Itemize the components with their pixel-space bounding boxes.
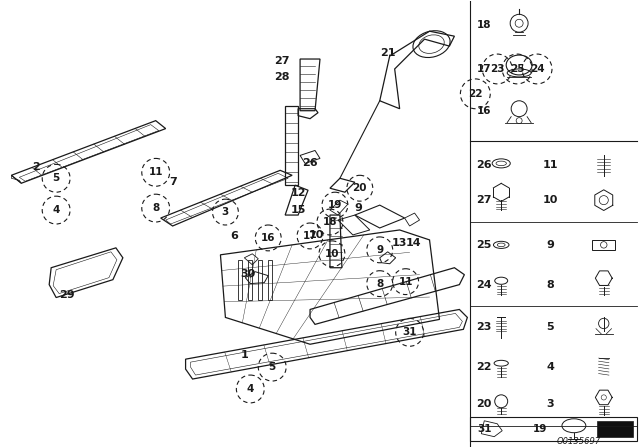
Bar <box>592 240 616 250</box>
Text: 25: 25 <box>510 64 524 74</box>
Text: 17: 17 <box>303 231 317 241</box>
Text: 29: 29 <box>60 289 75 300</box>
Text: 24: 24 <box>530 64 545 74</box>
Text: 23: 23 <box>490 64 504 74</box>
Text: 19: 19 <box>533 424 547 434</box>
Text: 23: 23 <box>477 323 492 332</box>
Text: 27: 27 <box>477 195 492 205</box>
Text: 26: 26 <box>476 160 492 170</box>
Bar <box>470 417 637 441</box>
Text: 9: 9 <box>376 245 383 255</box>
Text: 7: 7 <box>169 177 177 187</box>
Text: 19: 19 <box>328 200 342 210</box>
Text: 20: 20 <box>477 399 492 409</box>
Text: 8: 8 <box>152 203 159 213</box>
Text: 13: 13 <box>392 238 407 248</box>
Text: 8: 8 <box>376 279 383 289</box>
Text: 4: 4 <box>546 362 554 372</box>
Text: 16: 16 <box>261 233 275 243</box>
Text: 31: 31 <box>403 327 417 337</box>
Text: 3: 3 <box>222 207 229 217</box>
Text: 3: 3 <box>546 399 554 409</box>
Text: 24: 24 <box>476 280 492 289</box>
Text: 5: 5 <box>269 362 276 372</box>
Text: 8: 8 <box>546 280 554 289</box>
Text: 28: 28 <box>275 72 290 82</box>
Text: 1: 1 <box>241 350 248 360</box>
Text: 14: 14 <box>406 238 421 248</box>
Text: 25: 25 <box>477 240 492 250</box>
Text: 22: 22 <box>468 89 483 99</box>
Text: 12: 12 <box>291 188 306 198</box>
Text: 5: 5 <box>546 323 554 332</box>
Text: 11: 11 <box>398 277 413 287</box>
Text: 10: 10 <box>308 230 324 240</box>
Bar <box>596 421 632 437</box>
Text: 17: 17 <box>477 64 492 74</box>
Text: 20: 20 <box>353 183 367 193</box>
Text: 11: 11 <box>148 167 163 177</box>
Text: 26: 26 <box>302 159 318 168</box>
Text: 10: 10 <box>324 249 339 259</box>
Text: 16: 16 <box>477 106 492 116</box>
Text: 22: 22 <box>477 362 492 372</box>
Text: 27: 27 <box>275 56 290 66</box>
Text: 21: 21 <box>380 48 396 58</box>
Text: 6: 6 <box>230 231 238 241</box>
Text: 18: 18 <box>323 217 337 227</box>
Text: 18: 18 <box>477 20 492 30</box>
Text: 4: 4 <box>246 384 254 394</box>
Text: 2: 2 <box>33 162 40 172</box>
Text: 5: 5 <box>52 173 60 183</box>
Text: 31: 31 <box>477 424 492 434</box>
Text: 9: 9 <box>354 203 362 213</box>
Text: 9: 9 <box>546 240 554 250</box>
Text: 15: 15 <box>291 205 306 215</box>
Text: O0135697: O0135697 <box>557 437 601 446</box>
Text: 10: 10 <box>542 195 557 205</box>
Text: 30: 30 <box>241 269 256 279</box>
Text: 11: 11 <box>542 160 557 170</box>
Text: 4: 4 <box>52 205 60 215</box>
